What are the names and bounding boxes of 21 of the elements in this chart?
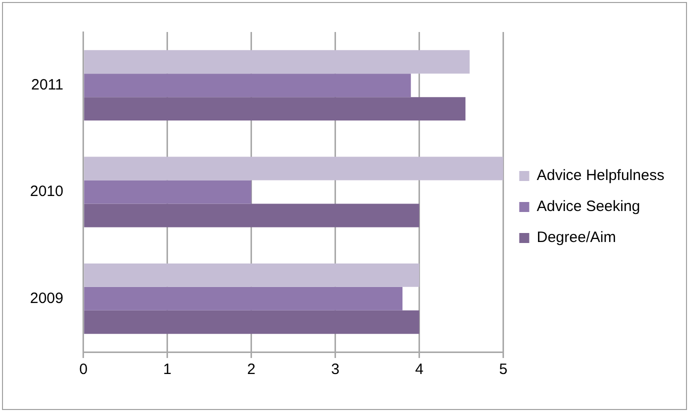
bar bbox=[84, 156, 504, 180]
bar bbox=[84, 74, 411, 98]
bar bbox=[84, 263, 420, 287]
x-tick-label: 1 bbox=[163, 361, 172, 378]
bar bbox=[84, 204, 420, 228]
y-tick-label: 2011 bbox=[31, 76, 64, 94]
y-tick-label: 2010 bbox=[30, 183, 64, 200]
x-tick-label: 4 bbox=[415, 361, 424, 378]
bar bbox=[84, 97, 466, 121]
y-tick-label: 2009 bbox=[30, 290, 64, 307]
bar bbox=[84, 50, 470, 74]
x-tick-label: 2 bbox=[247, 361, 256, 378]
x-tick-label: 3 bbox=[331, 361, 340, 378]
bar bbox=[84, 286, 402, 310]
legend-label: Degree/Aim bbox=[536, 229, 616, 246]
legend-label: Advice Seeking bbox=[536, 198, 640, 216]
x-tick-label: 5 bbox=[499, 361, 508, 378]
bar bbox=[84, 310, 420, 334]
x-tick-label: 0 bbox=[79, 361, 88, 378]
bar bbox=[84, 180, 252, 204]
legend-label: Advice Helpfulness bbox=[536, 167, 664, 184]
